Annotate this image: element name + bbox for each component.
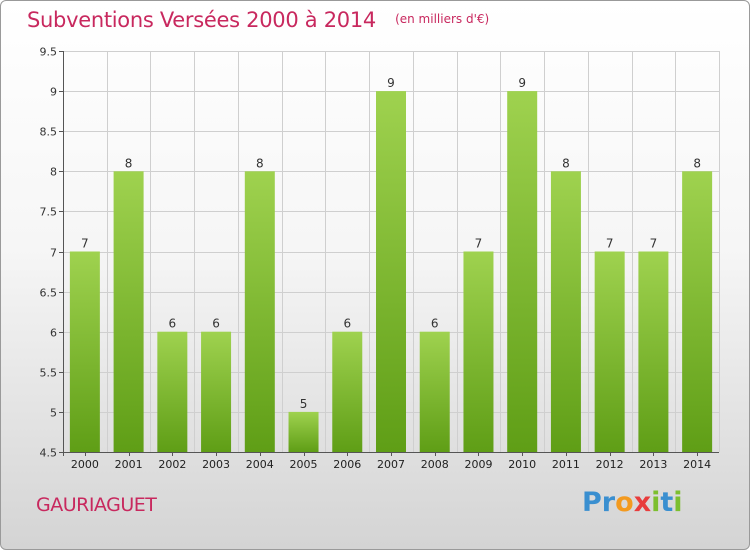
x-tick-label: 2003 [202, 458, 230, 471]
bar [244, 171, 275, 453]
logo-letter: o [615, 487, 634, 518]
bar [594, 251, 625, 452]
x-tick-label: 2012 [596, 458, 624, 471]
bar [113, 171, 144, 453]
y-tick-label: 4.5 [40, 447, 58, 460]
x-tick-label: 2001 [115, 458, 143, 471]
y-tick-label: 6.5 [40, 287, 58, 300]
data-label: 7 [475, 237, 483, 251]
x-tick-label: 2011 [552, 458, 580, 471]
bar [69, 251, 100, 452]
data-label: 7 [650, 237, 658, 251]
chart-subtitle: (en milliers d'€) [395, 12, 490, 26]
y-tick-label: 8.5 [40, 126, 58, 139]
data-label: 8 [693, 156, 701, 170]
data-label: 9 [387, 76, 395, 90]
bar [376, 91, 406, 452]
data-label: 6 [431, 317, 439, 331]
bar [419, 331, 450, 452]
x-tick-label: 2008 [421, 458, 449, 471]
data-label: 6 [343, 317, 351, 331]
x-tick-label: 2014 [683, 458, 711, 471]
proxiti-logo: Proxiti [582, 487, 683, 518]
bar [201, 331, 232, 452]
data-label: 8 [562, 156, 570, 170]
bar [638, 251, 669, 452]
data-label: 7 [81, 237, 89, 251]
y-tick-label: 5.5 [40, 367, 58, 380]
x-tick-label: 2013 [639, 458, 667, 471]
bar [682, 171, 713, 453]
commune-name: GAURIAGUET [36, 494, 157, 516]
logo-letter: i [651, 487, 661, 518]
bar [463, 251, 494, 452]
y-tick-label: 7 [50, 247, 57, 260]
logo-letter: P [582, 487, 602, 518]
data-label: 5 [300, 397, 308, 411]
bar [507, 91, 538, 452]
y-tick-label: 5 [50, 407, 57, 420]
y-tick-label: 9.5 [40, 46, 58, 59]
data-label: 6 [212, 317, 220, 331]
logo-letter: x [633, 487, 652, 518]
y-tick-label: 6 [50, 327, 57, 340]
x-tick-label: 2006 [333, 458, 361, 471]
x-tick-label: 2000 [71, 458, 99, 471]
y-tick-label: 7.5 [40, 206, 58, 219]
x-tick-label: 2009 [464, 458, 492, 471]
bar [157, 331, 188, 452]
x-tick-label: 2002 [158, 458, 186, 471]
data-label: 8 [125, 156, 133, 170]
data-label: 7 [606, 237, 614, 251]
x-tick-label: 2007 [377, 458, 405, 471]
data-label: 6 [169, 317, 177, 331]
bar [288, 411, 319, 452]
y-tick-label: 9 [50, 86, 57, 99]
logo-letter: t [660, 487, 674, 518]
y-tick-label: 8 [50, 166, 57, 179]
data-label: 8 [256, 156, 264, 170]
logo-letter: i [673, 487, 683, 518]
logo-letter: r [601, 487, 616, 518]
x-tick-label: 2005 [290, 458, 318, 471]
bar [332, 331, 363, 452]
chart-title: Subventions Versées 2000 à 2014 [27, 8, 376, 32]
x-tick-label: 2010 [508, 458, 536, 471]
x-tick-label: 2004 [246, 458, 274, 471]
data-label: 9 [518, 76, 526, 90]
bar [550, 171, 581, 453]
chart-header: Subventions Versées 2000 à 2014 (en mill… [27, 8, 489, 32]
